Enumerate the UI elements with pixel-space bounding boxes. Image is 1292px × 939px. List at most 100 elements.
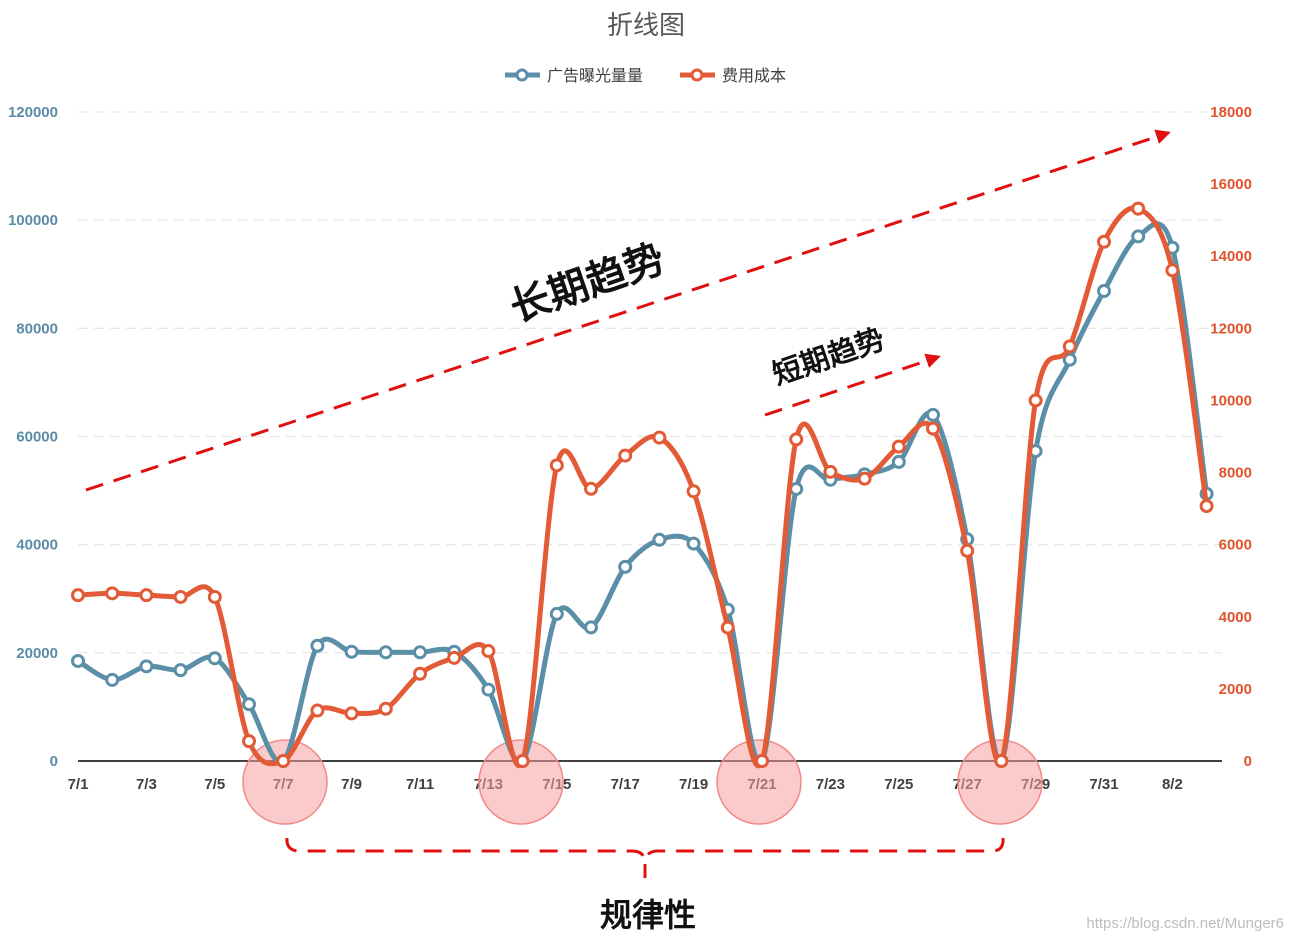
chart-title: 折线图 [607,11,685,41]
data-point-cost [242,734,256,749]
data-point-cost [891,439,906,454]
data-point-exposure [173,663,188,678]
data-point-exposure [207,651,222,666]
data-point-exposure [926,407,940,422]
data-point-exposure [139,659,154,674]
watermark: https://blog.csdn.net/Munger6 [1086,915,1284,932]
y-left-tick-label: 100000 [8,212,58,229]
y-left-tick-label: 20000 [16,645,58,662]
regularity-brace [285,837,1005,861]
data-point-exposure [242,697,256,712]
highlight-circle-7-14 [478,739,564,825]
data-point-exposure [344,644,359,659]
y-right-tick-label: 2000 [1219,681,1252,698]
y-left-tick-label: 120000 [8,104,58,121]
data-point-cost [310,703,325,718]
data-point-exposure [652,532,667,547]
data-point-cost [515,754,530,768]
long-term-trend-label: 长期趋势 [504,236,670,332]
y-right-tick-label: 16000 [1210,176,1252,193]
y-right-tick-label: 18000 [1210,104,1252,121]
data-point-exposure [618,559,633,574]
data-point-cost [1165,263,1180,278]
legend: 广告曝光量量 费用成本 [505,66,786,85]
data-point-cost [378,701,393,716]
grid [78,111,1222,654]
data-point-cost [344,706,359,721]
y-right-tick-label: 10000 [1210,392,1252,409]
short-term-trend-arrow [764,353,941,417]
data-point-cost [1199,499,1214,514]
data-point-cost [71,588,85,603]
data-point-cost [139,588,154,603]
data-point-exposure [1062,352,1077,367]
data-point-cost [1097,234,1111,249]
x-tick-label: 7/1 [68,776,89,793]
series-line-cost [75,205,1210,769]
data-point-cost [926,421,940,436]
highlight-circles [242,739,1043,825]
data-point-exposure [891,454,906,469]
legend-label-exposure: 广告曝光量量 [547,66,643,85]
data-point-cost [857,471,872,486]
y-right-tick-label: 0 [1244,753,1252,770]
data-point-exposure [413,645,427,660]
data-point-cost [549,458,564,473]
x-tick-label: 7/19 [679,776,708,793]
y-left-tick-label: 60000 [16,429,58,446]
data-point-cost [207,589,222,604]
data-point-cost [481,644,496,659]
y-left-tick-label: 40000 [16,537,58,554]
highlight-circle-7-28 [957,739,1043,825]
y-right-tick-label: 14000 [1210,248,1252,265]
data-point-exposure [310,638,325,653]
data-point-cost [1028,393,1043,408]
data-point-cost [994,754,1009,768]
series [71,201,1214,769]
data-point-cost [755,754,769,768]
x-tick-label: 7/23 [816,776,845,793]
data-point-exposure [481,682,496,697]
data-point-cost [823,464,838,479]
regularity-label: 规律性 [600,896,696,934]
legend-marker-cost [690,68,704,82]
y-right-tick-label: 6000 [1219,537,1252,554]
data-point-cost [1062,339,1077,354]
data-point-cost [618,448,633,463]
data-point-exposure [686,536,701,551]
y-right-tick-label: 12000 [1210,320,1252,337]
data-point-cost [447,650,462,665]
y-axis-right: 0 2000 4000 6000 8000 10000 12000 14000 16000 180… [1210,104,1252,770]
y-axis-left: 0 20000 40000 60000 80000 100000 120000 [8,104,58,770]
data-point-exposure [71,653,85,668]
data-point-cost [276,754,291,768]
data-point-cost [105,586,120,601]
short-term-trend-label: 短期趋势 [768,322,889,392]
y-left-tick-label: 0 [50,753,58,770]
x-tick-label: 7/11 [406,776,434,793]
data-point-cost [720,620,735,635]
data-point-cost [789,432,804,447]
data-point-exposure [549,606,564,621]
x-tick-label: 7/9 [341,776,362,793]
legend-item-exposure: 广告曝光量量 [505,66,643,85]
long-term-trend-arrow [85,129,1171,492]
legend-marker-exposure [515,68,529,82]
data-point-exposure [1131,229,1146,244]
data-point-exposure [105,672,120,687]
x-tick-label: 7/17 [611,776,640,793]
x-tick-label: 7/25 [884,776,913,793]
y-right-tick-label: 8000 [1219,465,1252,482]
y-left-tick-label: 80000 [16,320,58,337]
series-line-exposure [75,221,1210,766]
x-tick-label: 7/31 [1089,776,1118,793]
data-point-exposure [378,645,393,660]
data-point-cost [584,481,598,496]
data-point-exposure [584,620,598,635]
data-point-cost [1131,201,1146,216]
data-point-cost [652,430,667,445]
x-tick-label: 8/2 [1162,776,1183,793]
data-point-cost [173,589,188,604]
highlight-circle-7-21 [716,739,802,825]
